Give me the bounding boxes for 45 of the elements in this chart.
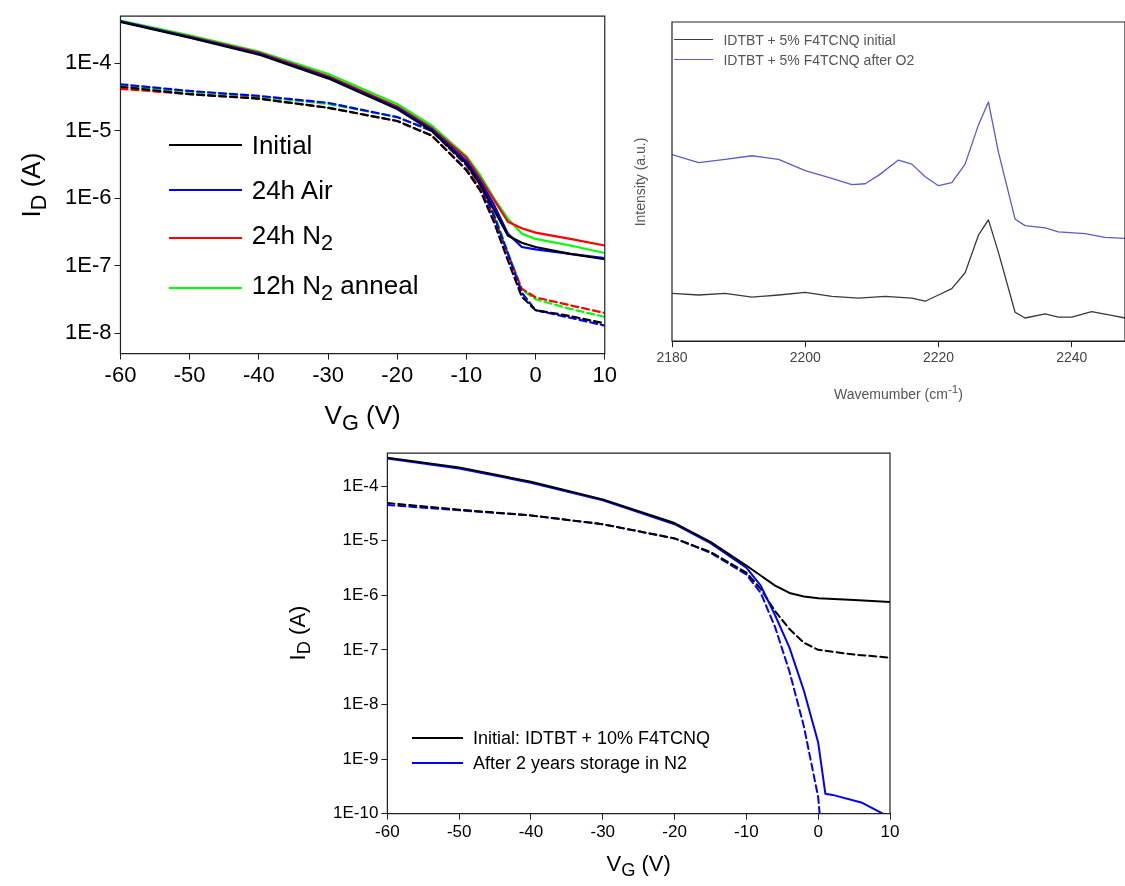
x-tick-label: 2200 xyxy=(789,349,822,366)
x-tick-label: 0 xyxy=(529,361,542,387)
y-tick-label: 1E-4 xyxy=(64,49,112,75)
x-tick-label: 2240 xyxy=(1056,349,1088,366)
y-axis-title: Intensity (a.u.) xyxy=(632,137,648,226)
legend-label: 24h N$_{2}$ xyxy=(251,219,334,256)
x-tick-label: -10 xyxy=(450,361,483,387)
x-tick-label: 0 xyxy=(813,822,823,842)
legend-label: Initial: IDTBT + 10% F4TCNQ xyxy=(472,727,711,749)
x-axis-title: V$_{G}$ (V) xyxy=(324,399,401,437)
x-tick-label: -40 xyxy=(242,361,275,387)
y-tick-label: 1E-4 xyxy=(342,475,379,495)
legend-label: 12h N$_{2}$ anneal xyxy=(251,269,419,306)
x-tick-label: -60 xyxy=(375,822,400,842)
x-axis-title: V$_{G}$ (V) xyxy=(606,850,671,882)
y-tick-label: 1E-9 xyxy=(342,748,379,768)
y-tick-label: 1E-7 xyxy=(342,639,379,659)
x-tick-label: 2180 xyxy=(656,349,688,366)
x-tick-label: -20 xyxy=(662,822,687,842)
x-tick-label: -10 xyxy=(734,822,759,842)
x-tick-label: -50 xyxy=(173,361,206,387)
x-tick-label: -30 xyxy=(590,822,616,842)
y-tick-label: 1E-5 xyxy=(64,116,112,142)
y-tick-label: 1E-10 xyxy=(332,803,379,823)
x-tick-label: 10 xyxy=(880,822,900,842)
x-tick-label: -60 xyxy=(104,361,137,387)
y-tick-label: 1E-5 xyxy=(342,530,379,550)
y-tick-label: 1E-6 xyxy=(342,584,379,604)
legend-label: After 2 years storage in N2 xyxy=(472,752,687,774)
y-tick-label: 1E-8 xyxy=(64,319,112,345)
x-tick-label: -40 xyxy=(518,822,544,842)
y-tick-label: 1E-8 xyxy=(342,694,379,714)
legend-label: IDTBT + 5% F4TCNQ initial xyxy=(723,31,896,48)
legend-label: 24h Air xyxy=(251,174,333,206)
y-tick-label: 1E-6 xyxy=(64,184,112,210)
x-tick-label: -20 xyxy=(381,361,414,387)
x-tick-label: 2220 xyxy=(922,349,955,366)
x-tick-label: 10 xyxy=(592,361,618,387)
y-tick-label: 1E-7 xyxy=(64,251,112,277)
legend-label: IDTBT + 5% F4TCNQ after O2 xyxy=(723,51,915,68)
x-tick-label: -30 xyxy=(312,361,344,387)
x-axis-title: Wavemumber (cm$^{-1}$) xyxy=(834,382,963,402)
legend-label: Initial xyxy=(251,129,313,161)
x-tick-label: -50 xyxy=(446,822,472,842)
line-series xyxy=(387,501,890,659)
